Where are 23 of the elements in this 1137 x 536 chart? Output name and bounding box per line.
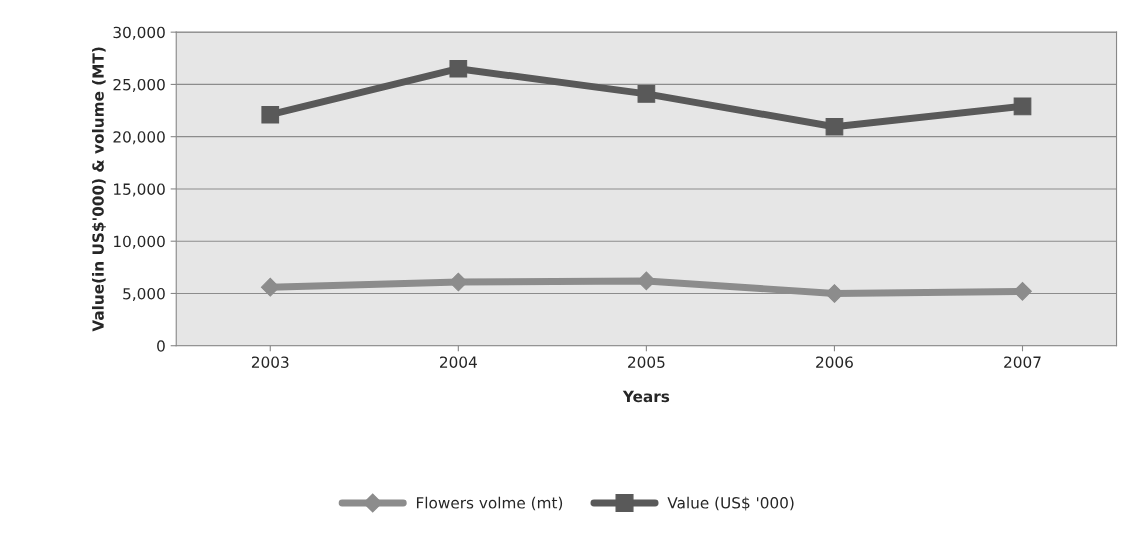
y-tick-label: 10,000 [114, 235, 165, 249]
point [825, 117, 844, 136]
x-tick-label: 2003 [251, 356, 289, 368]
x-tick-label: 2004 [440, 356, 477, 368]
y-tick-label: 0 [157, 340, 165, 352]
point [261, 105, 280, 124]
y-tick-label: 5,000 [123, 287, 165, 302]
y-axis-title: Value(in US$'000) & volume (MT) [92, 47, 106, 332]
point [260, 277, 280, 297]
legend-label: Flowers volme (mt) [416, 496, 563, 511]
y-tick-label: 20,000 [113, 131, 165, 145]
y-tick-label: 25,000 [113, 78, 165, 92]
x-tick-label: 2007 [1004, 356, 1041, 368]
point [637, 84, 656, 103]
x-tick-label: 2006 [816, 356, 853, 368]
y-tick-label: 15,000 [114, 183, 165, 197]
y-tick-label: 30,000 [113, 26, 165, 40]
x-axis-title: Years [622, 390, 670, 403]
point [449, 59, 468, 78]
legend-label: Value (US$ '000) [667, 496, 794, 511]
point [1013, 97, 1032, 116]
x-tick-label: 2005 [628, 356, 665, 368]
point [637, 271, 656, 291]
